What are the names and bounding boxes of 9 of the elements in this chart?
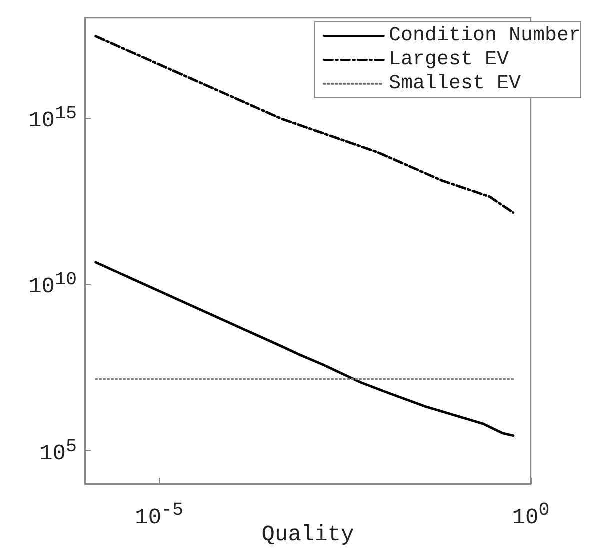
x-tick-label: 10$^{0}$ xyxy=(512,499,550,532)
x-axis-title: Quality xyxy=(262,522,354,548)
legend-label: Condition Number xyxy=(388,24,581,48)
legend-label: Smallest EV xyxy=(388,72,521,96)
legend-label: Largest EV xyxy=(388,48,509,72)
y-tick-label: 10$^{10}$ xyxy=(28,268,77,301)
y-tick-label: 10$^{15}$ xyxy=(28,102,77,135)
y-tick-label: 10$^{5}$ xyxy=(40,435,77,468)
x-tick-label: 10$^{-5}$ xyxy=(135,499,184,532)
